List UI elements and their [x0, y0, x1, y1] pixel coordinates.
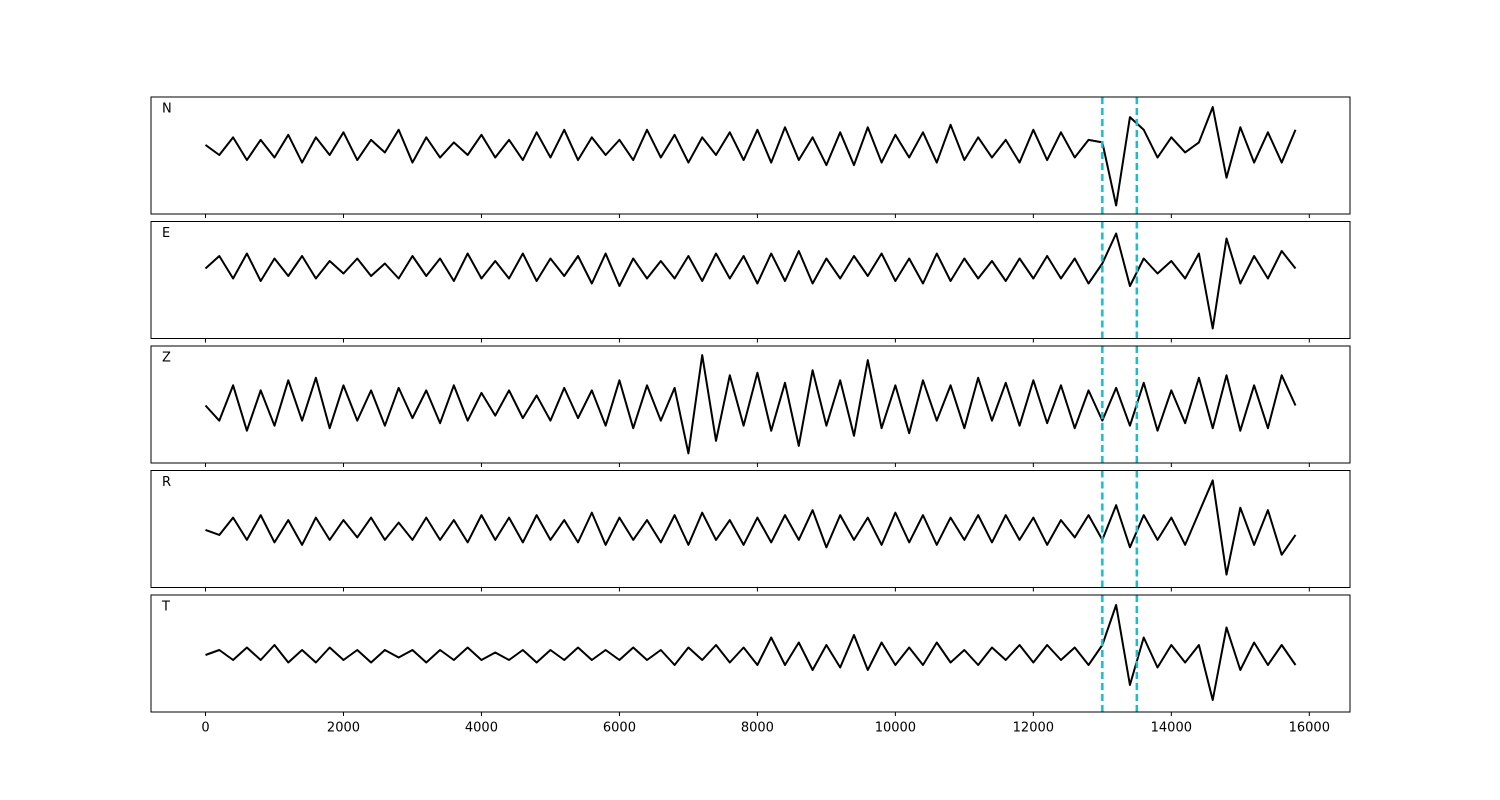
x-tick-label: 4000: [465, 721, 498, 736]
x-tick-label: 16000: [1289, 721, 1330, 736]
x-tick-label: 0: [201, 721, 209, 736]
panel-label: R: [162, 475, 171, 490]
x-tick-label: 6000: [603, 721, 636, 736]
trace: [204, 106, 1297, 207]
panel-frame: [150, 221, 1351, 339]
trace: [205, 479, 1297, 576]
panel-frame: [150, 96, 1351, 215]
trace: [205, 604, 1297, 701]
x-tick-label: 14000: [1151, 721, 1192, 736]
trace: [204, 354, 1297, 455]
panel-label: E: [162, 226, 170, 241]
panel-frame: [150, 594, 1351, 713]
panel-label: N: [162, 102, 172, 117]
x-tick-label: 10000: [875, 721, 916, 736]
x-tick-label: 2000: [327, 721, 360, 736]
panel-label: T: [161, 600, 170, 615]
trace: [204, 232, 1297, 330]
panel-frame: [150, 470, 1351, 588]
x-tick-label: 8000: [741, 721, 774, 736]
panel-label: Z: [162, 351, 171, 366]
panel-frame: [150, 345, 1351, 464]
x-tick-label: 12000: [1013, 721, 1054, 736]
